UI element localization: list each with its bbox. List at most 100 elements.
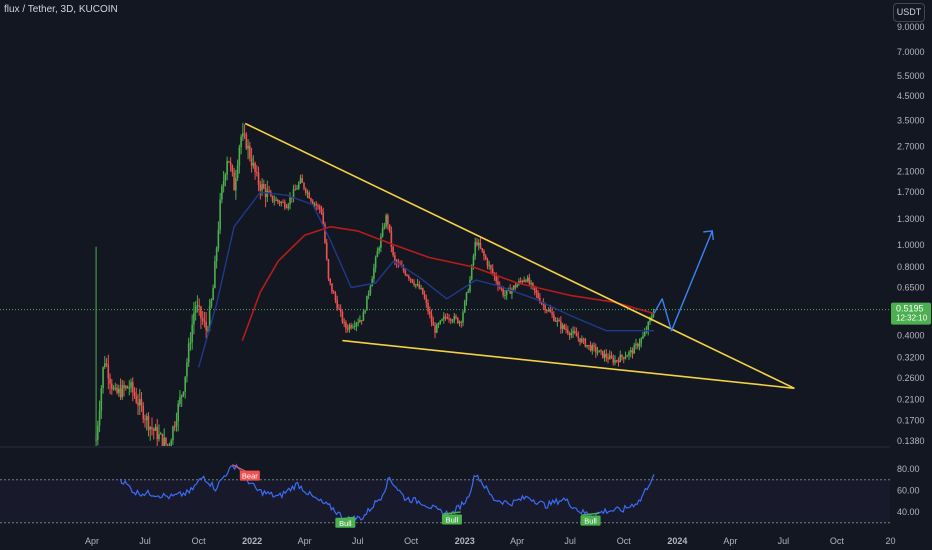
candle-body [446, 317, 449, 319]
candle-body [282, 202, 284, 204]
candle-body [245, 134, 248, 149]
candle-body [596, 352, 599, 354]
candle-body [249, 145, 251, 159]
label-box [335, 517, 356, 528]
candle-body [388, 224, 391, 232]
candle-body [442, 316, 445, 320]
candle-body [381, 228, 384, 237]
last-price-value: 0.5195 [896, 304, 924, 314]
price-axis[interactable]: 9.0000 7.0000 5.5000 4.5000 3.5000 2.7000 2.10… [897, 22, 925, 517]
candle-body [315, 203, 318, 206]
candle-body [394, 255, 396, 261]
candle-body [635, 343, 637, 346]
candle-body [519, 281, 522, 283]
candle-body [292, 189, 295, 199]
candle-body [553, 314, 555, 321]
candle-body [554, 320, 557, 322]
candle-body [163, 437, 166, 446]
candle-body [514, 285, 517, 288]
candle-body [430, 314, 433, 323]
candle-body [109, 378, 111, 384]
candle-body [626, 355, 629, 357]
candle-body [346, 328, 349, 330]
candle-body [434, 325, 436, 333]
candle-body [364, 310, 366, 313]
candle-body [130, 382, 132, 388]
candle-body [170, 440, 173, 446]
candle-body [432, 322, 435, 326]
candle-body [250, 158, 253, 166]
candle-body [420, 287, 422, 289]
price-tick-label: 5.5000 [897, 71, 925, 81]
candle-body [111, 383, 113, 389]
candle-body [486, 259, 489, 266]
candle-body [610, 355, 613, 358]
candle-body [161, 433, 164, 446]
candle-body [380, 236, 382, 248]
price-tick-label: 0.1700 [897, 415, 925, 425]
candle-body [636, 343, 639, 347]
candle-body [184, 376, 186, 392]
candle-body [591, 345, 594, 351]
candle-body [567, 330, 569, 334]
candle-body [228, 161, 230, 163]
candle-body [257, 172, 260, 186]
candle-body [158, 434, 160, 440]
candle-body [112, 388, 115, 390]
candle-body [588, 344, 590, 346]
candle-body [233, 172, 235, 191]
price-tick-label: 1.0000 [897, 240, 925, 250]
candle-body [303, 182, 305, 189]
rsi-tick-label: 60.00 [897, 486, 920, 496]
candle-body [441, 319, 443, 321]
currency-button[interactable]: USDT [893, 3, 925, 22]
candle-body [624, 356, 627, 359]
candle-body [568, 333, 571, 336]
label-text: Bull [584, 517, 597, 526]
candle-body [187, 343, 190, 363]
candle-body [600, 350, 602, 352]
candle-body [425, 298, 428, 304]
candlestick-series [95, 122, 655, 446]
time-axis[interactable]: Apr Jul Oct 2022 Apr Jul Oct 2023 Apr Jul Oct 2024 A… [85, 536, 896, 546]
candle-body [182, 391, 185, 396]
candle-body [256, 171, 258, 173]
candle-body [563, 325, 566, 329]
candle-body [152, 428, 155, 431]
candle-body [362, 312, 365, 321]
candle-body [151, 427, 153, 429]
candle-body [240, 136, 242, 148]
candle-body [617, 360, 620, 363]
price-tick-label: 3.5000 [897, 116, 925, 126]
label-text: Bear [242, 472, 258, 481]
candle-body [427, 303, 429, 312]
price-tick-label: 0.2600 [897, 373, 925, 383]
candle-body [603, 353, 606, 358]
candle-body [570, 333, 573, 336]
candle-body [607, 357, 609, 360]
rsi-tick-label: 40.00 [897, 507, 920, 517]
candle-body [371, 278, 373, 287]
candle-body [238, 147, 241, 166]
candle-body [191, 324, 193, 343]
candle-body [104, 363, 106, 368]
candle-body [180, 395, 183, 398]
candle-body [276, 199, 279, 202]
candle-body [593, 345, 595, 347]
label-box [441, 514, 462, 525]
candle-body [404, 270, 407, 275]
candle-body [299, 178, 302, 184]
candle-body [304, 188, 307, 193]
candle-body [528, 277, 531, 284]
candle-body [159, 433, 162, 435]
candle-body [198, 305, 200, 307]
symbol-title[interactable]: flux / Tether, 3D, KUCOIN [4, 4, 118, 15]
candle-body [490, 265, 492, 269]
rsi-panel: Bear Bull Bull Bull [119, 463, 655, 528]
candle-body [374, 257, 377, 268]
candle-body [149, 427, 152, 430]
time-tick-label: 2022 [242, 536, 262, 546]
candle-body [280, 202, 283, 204]
candle-body [525, 280, 527, 282]
